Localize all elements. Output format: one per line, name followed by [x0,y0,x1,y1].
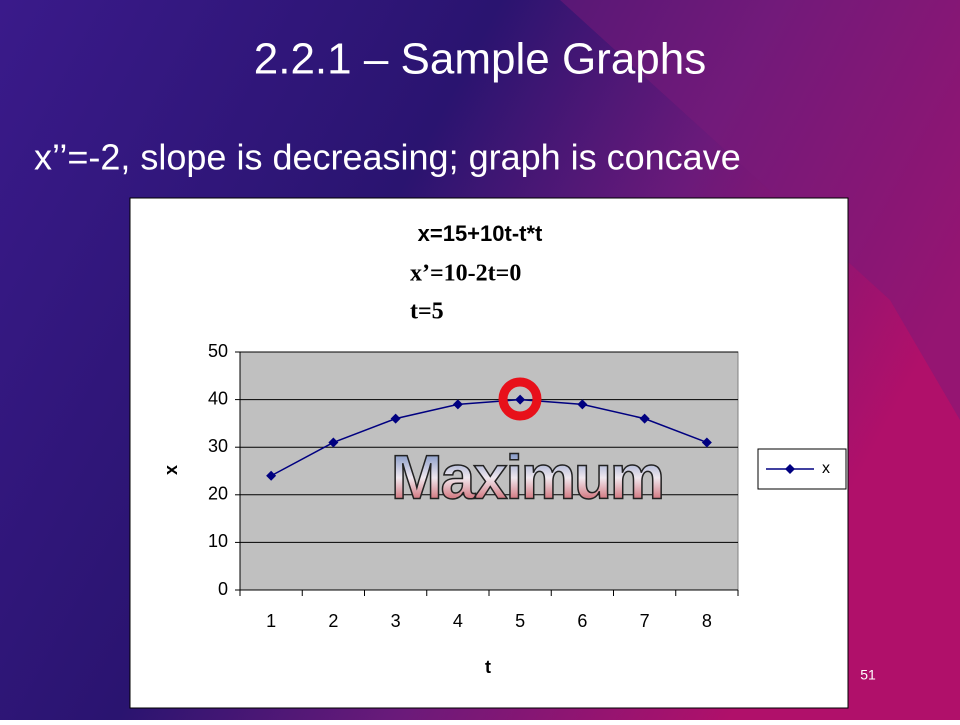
x-tick-label: 8 [702,611,712,631]
data-point [390,413,401,424]
y-tick-label: 40 [208,388,228,408]
annotation: t=5 [410,299,444,325]
x-tick-label: 4 [453,611,463,631]
data-point [452,399,463,410]
slide-title: 2.2.1 – Sample Graphs [254,35,706,84]
annotation: x’=10-2t=0 [410,261,521,287]
data-point [577,399,588,410]
wordart: Maximum [391,443,663,512]
legend-items: x [766,460,830,477]
x-axis-label: t [485,657,491,677]
y-tick-label: 30 [208,436,228,456]
y-tick-label: 20 [208,484,228,504]
legend-marker [785,464,795,474]
page-number: 51 [860,667,876,683]
data-point [639,413,650,424]
x-tick-label: 6 [577,611,587,631]
y-axis-label: x [161,465,181,475]
plot-area [239,351,739,591]
data-point [328,437,339,448]
data-point [266,470,277,481]
highlight-circle [498,377,542,421]
slide-subtitle: x’’=-2, slope is decreasing; graph is co… [34,137,741,178]
decor [560,0,960,420]
x-tick-label: 5 [515,611,525,631]
y-tick-label: 10 [208,531,228,551]
x-tick-label: 7 [640,611,650,631]
data-point [515,394,526,405]
data-point [701,437,712,448]
series-line [270,398,708,477]
y-tick-label: 0 [218,579,228,599]
x-tick-label: 1 [266,611,276,631]
plot: 0 10 20 30 40 50 1 2 3 4 5 6 7 8 [208,341,739,631]
chart-title: x=15+10t-t*t [418,221,543,246]
legend-label: x [822,460,830,477]
x-tick-label: 2 [328,611,338,631]
y-tick-label: 50 [208,341,228,361]
x-tick-label: 3 [391,611,401,631]
